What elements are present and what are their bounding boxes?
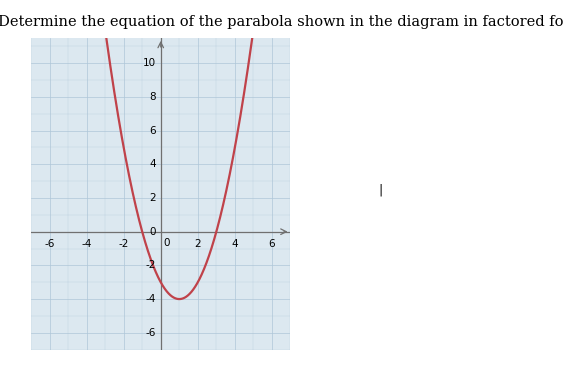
Text: -6: -6	[45, 239, 55, 249]
Text: -2: -2	[118, 239, 129, 249]
Text: 5.  Determine the equation of the parabola shown in the diagram in factored form: 5. Determine the equation of the parabol…	[0, 15, 564, 29]
Text: 2: 2	[149, 193, 156, 203]
Text: -6: -6	[146, 328, 156, 338]
Text: 4: 4	[232, 239, 238, 249]
Text: -4: -4	[146, 294, 156, 304]
Text: 6: 6	[149, 126, 156, 136]
Text: 4: 4	[149, 159, 156, 169]
Text: 10: 10	[143, 58, 156, 68]
Text: 8: 8	[149, 92, 156, 102]
Text: -2: -2	[146, 260, 156, 271]
Text: |: |	[378, 184, 383, 196]
Text: -4: -4	[81, 239, 92, 249]
Text: 0: 0	[149, 227, 156, 237]
Text: 2: 2	[195, 239, 201, 249]
Text: 0: 0	[164, 238, 170, 248]
Text: 6: 6	[268, 239, 275, 249]
